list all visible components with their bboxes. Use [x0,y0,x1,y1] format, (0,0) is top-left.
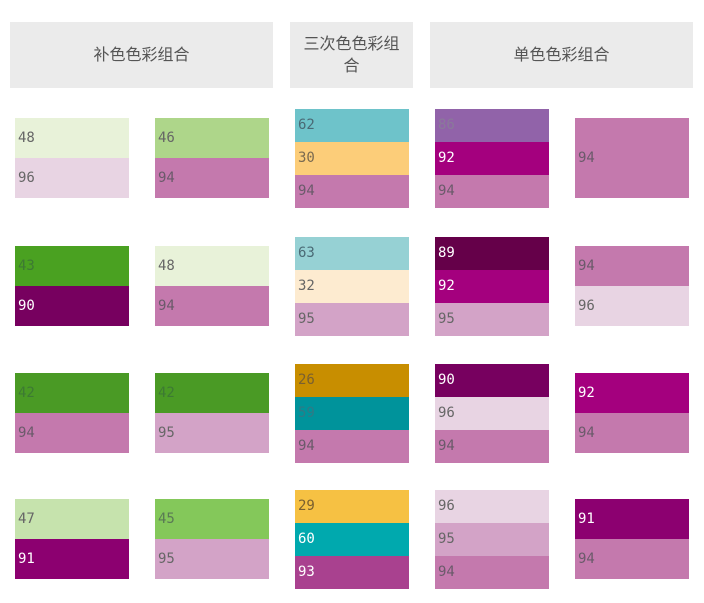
color-swatch-block: 90 96 94 [435,363,549,463]
color-swatch-block: 86 92 94 [435,108,549,208]
color-swatch: 59 [295,396,409,430]
color-swatch: 90 [15,286,129,326]
color-swatch: 48 [155,246,269,286]
color-swatch: 96 [435,396,549,430]
header-monochrome: 单色色彩组合 [430,22,693,88]
header-triadic: 三次色色彩组合 [290,22,413,88]
color-swatch: 95 [155,539,269,579]
color-swatch: 48 [15,118,129,158]
color-swatch-block: 29 60 93 [295,489,409,589]
color-swatch-block: 45 95 [155,499,269,579]
color-swatch-block: 26 59 94 [295,363,409,463]
color-swatch: 95 [155,413,269,453]
color-swatch: 89 [435,236,549,270]
color-swatch: 94 [575,118,689,198]
color-swatch: 90 [435,363,549,397]
color-swatch: 92 [435,141,549,175]
color-swatch-block: 46 94 [155,118,269,198]
color-swatch: 86 [435,108,549,142]
color-swatch-block: 42 94 [15,373,129,453]
color-swatch: 96 [15,158,129,198]
color-swatch: 42 [15,373,129,413]
color-swatch: 91 [15,539,129,579]
color-swatch: 94 [435,174,549,208]
color-swatch-block: 48 96 [15,118,129,198]
color-swatch: 96 [575,286,689,326]
header-complementary: 补色色彩组合 [10,22,273,88]
color-swatch: 94 [575,413,689,453]
color-swatch: 60 [295,522,409,556]
color-swatch: 95 [435,302,549,336]
color-swatch: 94 [435,555,549,589]
color-swatch-block: 62 30 94 [295,108,409,208]
color-swatch: 43 [15,246,129,286]
color-swatch: 29 [295,489,409,523]
color-swatch-block: 47 91 [15,499,129,579]
color-swatch: 95 [435,522,549,556]
color-swatch: 47 [15,499,129,539]
color-swatch: 46 [155,118,269,158]
color-swatch-block: 42 95 [155,373,269,453]
color-swatch: 94 [295,174,409,208]
color-swatch: 32 [295,269,409,303]
color-swatch: 63 [295,236,409,270]
color-swatch: 94 [575,246,689,286]
color-swatch-block: 63 32 95 [295,236,409,336]
color-swatch: 26 [295,363,409,397]
color-swatch-block: 91 94 [575,499,689,579]
color-swatch-block: 92 94 [575,373,689,453]
color-swatch-block: 89 92 95 [435,236,549,336]
color-swatch-block: 43 90 [15,246,129,326]
color-swatch: 92 [575,373,689,413]
color-swatch: 94 [435,429,549,463]
color-swatch: 94 [15,413,129,453]
color-swatch: 62 [295,108,409,142]
color-swatch: 93 [295,555,409,589]
color-swatch: 96 [435,489,549,523]
color-swatch: 94 [295,429,409,463]
color-swatch: 94 [155,158,269,198]
color-swatch: 94 [155,286,269,326]
color-swatch: 94 [575,539,689,579]
color-swatch: 30 [295,141,409,175]
color-swatch: 45 [155,499,269,539]
color-swatch: 92 [435,269,549,303]
color-swatch: 42 [155,373,269,413]
color-swatch-block: 94 96 [575,246,689,326]
color-swatch: 95 [295,302,409,336]
color-swatch-block: 94 [575,118,689,198]
color-swatch-block: 48 94 [155,246,269,326]
color-swatch-block: 96 95 94 [435,489,549,589]
color-swatch: 91 [575,499,689,539]
